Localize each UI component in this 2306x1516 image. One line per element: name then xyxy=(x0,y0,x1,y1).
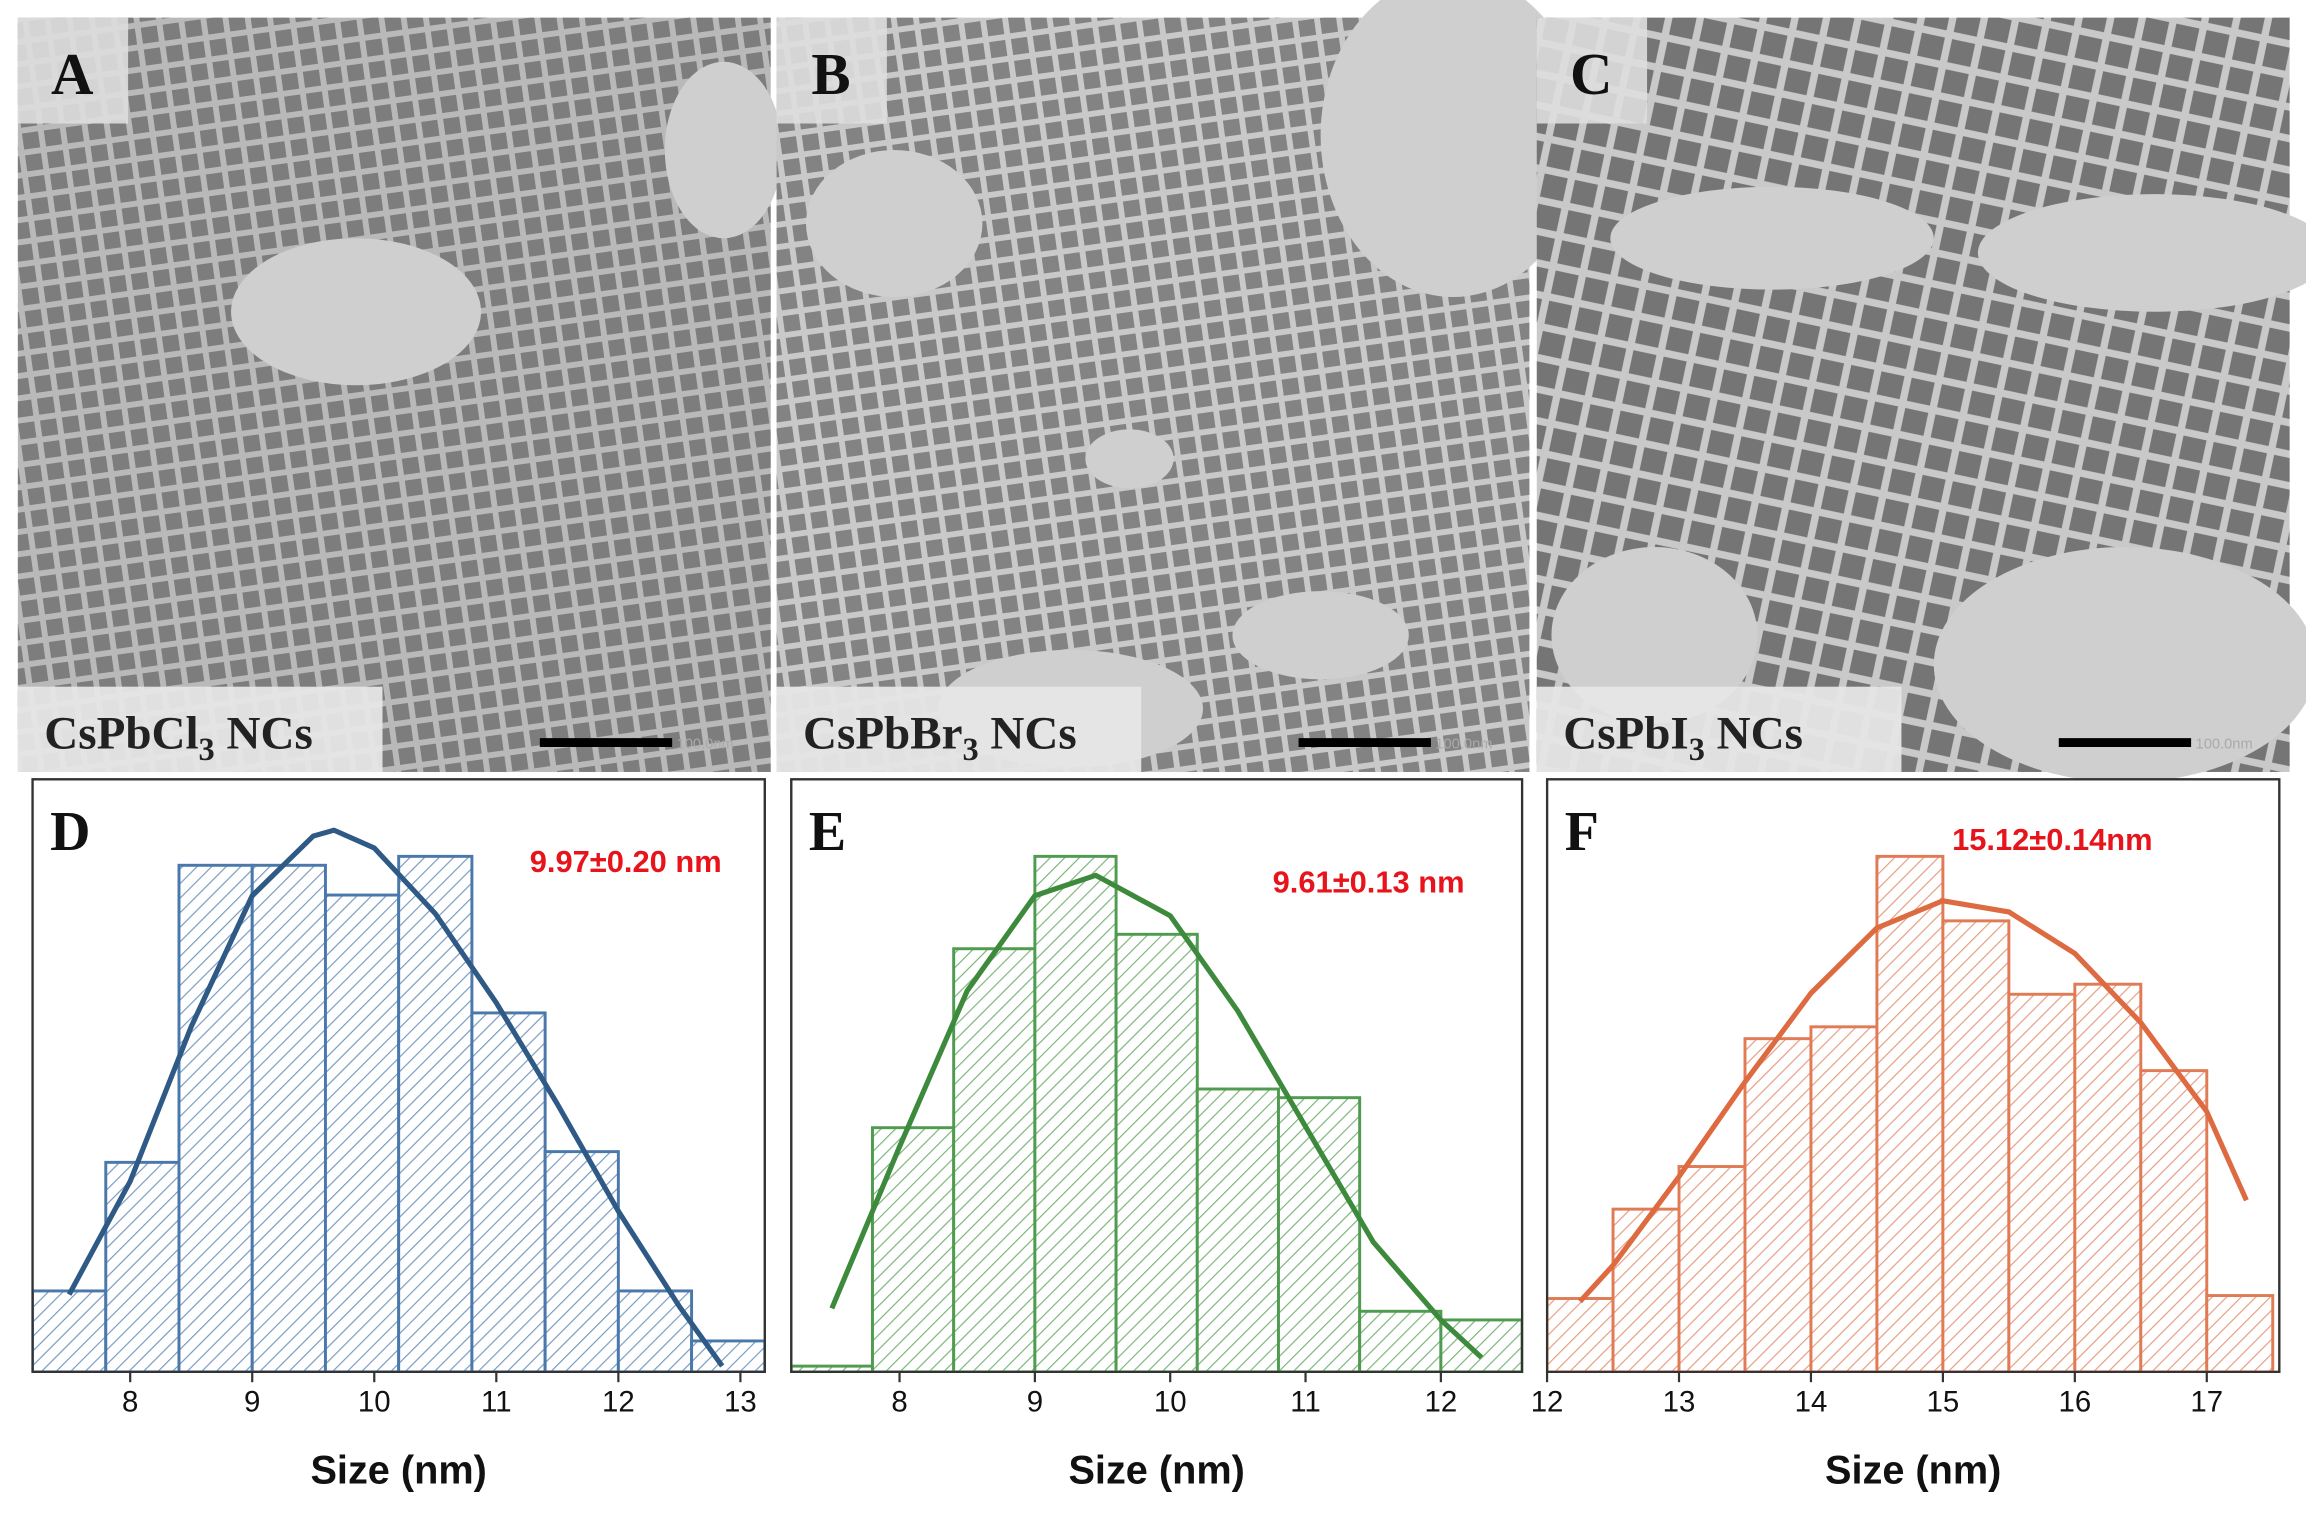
letter-box xyxy=(776,17,887,124)
letter-box xyxy=(17,17,129,124)
plot-border xyxy=(31,778,766,1374)
panel-letter: C xyxy=(1570,42,1612,107)
empty-grid-area xyxy=(1232,591,1409,680)
empty-grid-area xyxy=(1977,194,2306,312)
bar xyxy=(104,1160,181,1372)
sample-label: CsPbI3 NCs xyxy=(1563,707,1803,767)
bar xyxy=(1033,854,1118,1372)
bar xyxy=(952,947,1037,1372)
x-tick-label: 9 xyxy=(244,1386,260,1419)
empty-grid-area xyxy=(1085,429,1174,489)
x-tick-label: 9 xyxy=(1027,1386,1043,1419)
x-tick-label: 12 xyxy=(602,1386,635,1419)
formula: CsPbCl xyxy=(44,707,198,759)
x-tick-label: 8 xyxy=(122,1386,138,1419)
panel-letter: A xyxy=(51,42,94,107)
scale-bar-label: 100.0nm xyxy=(677,736,734,752)
formula: CsPbI xyxy=(1563,707,1689,759)
bar xyxy=(1358,1309,1443,1372)
x-tick-label: 11 xyxy=(481,1386,512,1419)
x-tick-label: 17 xyxy=(2190,1386,2223,1419)
annotation: 9.97±0.20 nm xyxy=(530,844,722,879)
empty-grid-area xyxy=(805,149,983,298)
x-tick-label: 15 xyxy=(1927,1386,1960,1419)
bar xyxy=(2139,1069,2209,1372)
x-tick-label: 10 xyxy=(358,1386,391,1419)
bar xyxy=(616,1289,694,1372)
bar xyxy=(250,863,327,1372)
fit-curve xyxy=(1578,898,2249,1304)
suffix: NCs xyxy=(990,707,1076,759)
empty-grid-area xyxy=(664,61,783,239)
letter-box xyxy=(1536,17,1648,124)
bar xyxy=(323,893,401,1372)
empty-grid-area xyxy=(1551,546,1758,724)
x-tick-label: 13 xyxy=(1663,1386,1696,1419)
sample-label: CsPbCl3 NCs xyxy=(44,707,312,767)
x-axis-label: Size (nm) xyxy=(310,1449,486,1493)
nanocrystal-texture xyxy=(17,17,771,772)
bar xyxy=(1875,854,1945,1372)
annotation: 9.61±0.13 nm xyxy=(1273,865,1465,900)
empty-grid-area xyxy=(1933,547,2306,783)
label-box xyxy=(776,686,1142,772)
bar xyxy=(1547,1297,1615,1372)
formula: CsPbBr xyxy=(803,707,962,759)
x-tick-label: 12 xyxy=(1531,1386,1564,1419)
bar xyxy=(1439,1318,1523,1372)
empty-grid-area xyxy=(1320,0,1586,297)
bar xyxy=(1114,932,1199,1372)
bar xyxy=(1941,919,2011,1372)
scale-bar-label: 100.0nm xyxy=(1435,736,1492,752)
x-tick-label: 8 xyxy=(891,1386,907,1419)
subscript: 3 xyxy=(1689,731,1705,767)
fit-curve xyxy=(829,872,1484,1360)
bar xyxy=(177,863,254,1372)
x-tick-label: 13 xyxy=(724,1386,757,1419)
x-tick-label: 16 xyxy=(2058,1386,2091,1419)
x-tick-label: 11 xyxy=(1290,1386,1321,1419)
bar xyxy=(397,854,474,1372)
subscript: 3 xyxy=(199,731,215,767)
bar xyxy=(2007,992,2077,1372)
plot-border xyxy=(1545,778,2281,1374)
empty-grid-area xyxy=(1610,186,1934,290)
bar xyxy=(690,1339,765,1372)
subscript: 3 xyxy=(962,731,978,767)
sample-label: CsPbBr3 NCs xyxy=(803,707,1077,767)
panel-letter: D xyxy=(50,801,90,863)
bar xyxy=(1743,1037,1813,1372)
label-box xyxy=(17,686,383,772)
bar xyxy=(32,1289,108,1372)
panel-letter: B xyxy=(811,42,850,107)
fit-curve xyxy=(66,827,725,1368)
x-tick-label: 10 xyxy=(1154,1386,1187,1419)
panel-letter: F xyxy=(1565,801,1599,863)
bar xyxy=(1277,1096,1362,1372)
empty-grid-area xyxy=(231,238,482,386)
bar xyxy=(543,1150,620,1372)
scale-bar-label: 100.0nm xyxy=(2196,736,2253,752)
x-tick-label: 12 xyxy=(1425,1386,1458,1419)
plot-border xyxy=(790,778,1524,1374)
bar xyxy=(1195,1087,1280,1372)
panel-letter: E xyxy=(809,801,846,863)
x-axis-label: Size (nm) xyxy=(1068,1449,1244,1493)
bar xyxy=(871,1126,956,1372)
x-tick-label: 14 xyxy=(1795,1386,1828,1419)
suffix: NCs xyxy=(1717,707,1803,759)
bar xyxy=(2205,1294,2275,1372)
bar xyxy=(1611,1207,1681,1372)
bar xyxy=(1677,1165,1747,1372)
x-axis-label: Size (nm) xyxy=(1825,1449,2001,1493)
annotation: 15.12±0.14nm xyxy=(1952,822,2153,857)
bar xyxy=(2073,982,2143,1372)
label-box xyxy=(1536,686,1902,772)
bar xyxy=(1809,1025,1879,1372)
suffix: NCs xyxy=(226,707,312,759)
